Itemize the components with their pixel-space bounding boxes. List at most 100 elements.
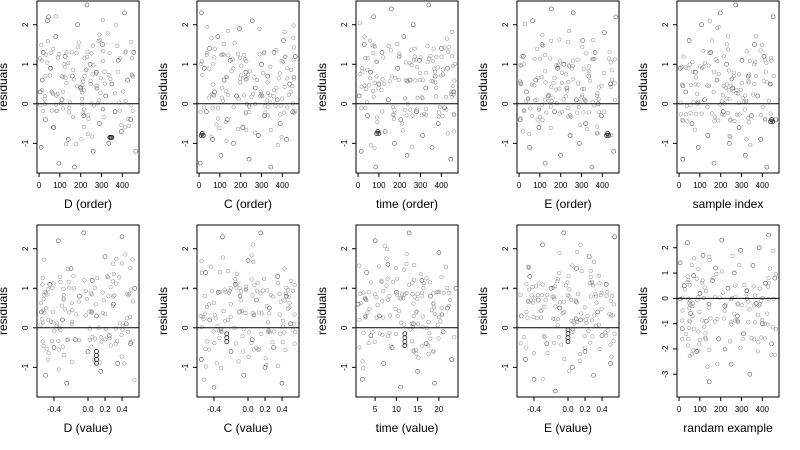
scatter-ring xyxy=(418,272,423,277)
scatter-ring xyxy=(365,310,370,315)
data-point xyxy=(680,156,686,162)
scatter-ring xyxy=(543,53,548,58)
scatter-ring xyxy=(227,288,233,293)
scatter-ring xyxy=(767,266,772,271)
scatter-density-texture xyxy=(37,14,135,147)
scatter-ring xyxy=(686,343,691,348)
scatter-ring xyxy=(357,263,362,268)
scatter-ring xyxy=(452,78,457,83)
scatter-ring xyxy=(764,60,769,65)
scatter-ring xyxy=(575,110,580,115)
scatter-ring xyxy=(113,22,118,27)
scatter-ring xyxy=(573,298,578,303)
scatter-ring xyxy=(372,43,377,48)
y-axis-label: residuals xyxy=(636,63,650,111)
scatter-ring xyxy=(759,298,764,303)
data-point xyxy=(564,85,570,91)
data-point xyxy=(432,380,437,386)
scatter-ring xyxy=(611,338,616,343)
scatter-ring xyxy=(588,78,593,83)
scatter-ring xyxy=(423,107,428,112)
scatter-ring xyxy=(707,254,712,259)
scatter-ring xyxy=(419,113,424,118)
x-tick-label: 100 xyxy=(533,181,547,190)
scatter-ring xyxy=(420,324,425,329)
scatter-ring xyxy=(770,249,775,254)
scatter-ring xyxy=(722,308,727,313)
scatter-ring xyxy=(368,280,373,285)
scatter-ring xyxy=(239,308,244,313)
data-point xyxy=(738,247,743,253)
scatter-ring xyxy=(242,57,248,62)
scatter-ring xyxy=(592,313,597,318)
scatter-ring xyxy=(265,288,270,293)
scatter-ring xyxy=(560,70,565,75)
data-point xyxy=(246,156,252,162)
data-point xyxy=(215,289,221,295)
scatter-ring xyxy=(680,336,685,342)
scatter-ring xyxy=(239,73,244,78)
data-point xyxy=(89,278,95,283)
data-point xyxy=(288,321,293,327)
scatter-ring xyxy=(752,337,757,342)
plot-frame xyxy=(36,0,140,174)
data-point xyxy=(552,109,557,115)
scatter-ring xyxy=(85,49,90,54)
scatter-ring xyxy=(563,94,568,99)
scatter-ring xyxy=(44,52,49,57)
scatter-ring xyxy=(123,50,128,55)
scatter-ring xyxy=(223,319,228,324)
scatter-ring xyxy=(410,144,415,149)
data-point xyxy=(769,341,775,347)
scatter-ring xyxy=(535,46,540,51)
scatter-ring xyxy=(41,257,46,262)
scatter-ring xyxy=(249,94,254,99)
scatter-ring xyxy=(283,54,288,60)
data-point xyxy=(429,144,435,150)
scatter-ring xyxy=(704,289,709,294)
scatter-ring xyxy=(551,80,556,86)
scatter-ring xyxy=(591,259,597,265)
scatter-ring xyxy=(357,20,362,25)
scatter-ring xyxy=(280,96,285,101)
scatter-ring xyxy=(45,357,51,362)
data-point xyxy=(98,368,104,374)
scatter-ring xyxy=(571,77,576,82)
scatter-ring xyxy=(608,84,614,89)
scatter-ring xyxy=(286,92,291,97)
scatter-ring xyxy=(535,75,540,80)
scatter-ring xyxy=(278,299,283,304)
scatter-ring xyxy=(557,251,562,256)
scatter-ring xyxy=(247,330,252,335)
scatter-ring xyxy=(410,113,415,118)
scatter-ring xyxy=(534,284,539,289)
scatter-ring xyxy=(258,291,263,296)
scatter-ring xyxy=(368,143,374,148)
scatter-ring xyxy=(368,76,373,81)
data-point xyxy=(419,278,425,283)
scatter-ring xyxy=(80,77,85,82)
scatter-ring xyxy=(538,114,543,119)
scatter-ring xyxy=(357,345,362,350)
data-point xyxy=(411,321,416,327)
scatter-ring xyxy=(525,97,530,102)
data-point xyxy=(211,384,217,390)
data-point xyxy=(109,81,115,87)
scatter-ring xyxy=(221,308,226,313)
scatter-ring xyxy=(62,62,67,67)
data-point xyxy=(268,164,274,170)
scatter-ring xyxy=(202,293,207,299)
scatter-ring xyxy=(91,357,96,362)
scatter-ring xyxy=(599,83,604,88)
data-point xyxy=(569,365,575,370)
scatter-ring xyxy=(569,318,574,323)
y-axis-label: residuals xyxy=(636,287,650,335)
scatter-ring xyxy=(582,98,587,103)
scatter-ring xyxy=(565,105,570,111)
scatter-ring xyxy=(746,80,751,85)
scatter-ring xyxy=(253,130,258,135)
data-point xyxy=(415,368,420,374)
scatter-ring xyxy=(578,123,583,128)
scatter-ring xyxy=(715,26,720,31)
scatter-ring xyxy=(543,69,548,74)
